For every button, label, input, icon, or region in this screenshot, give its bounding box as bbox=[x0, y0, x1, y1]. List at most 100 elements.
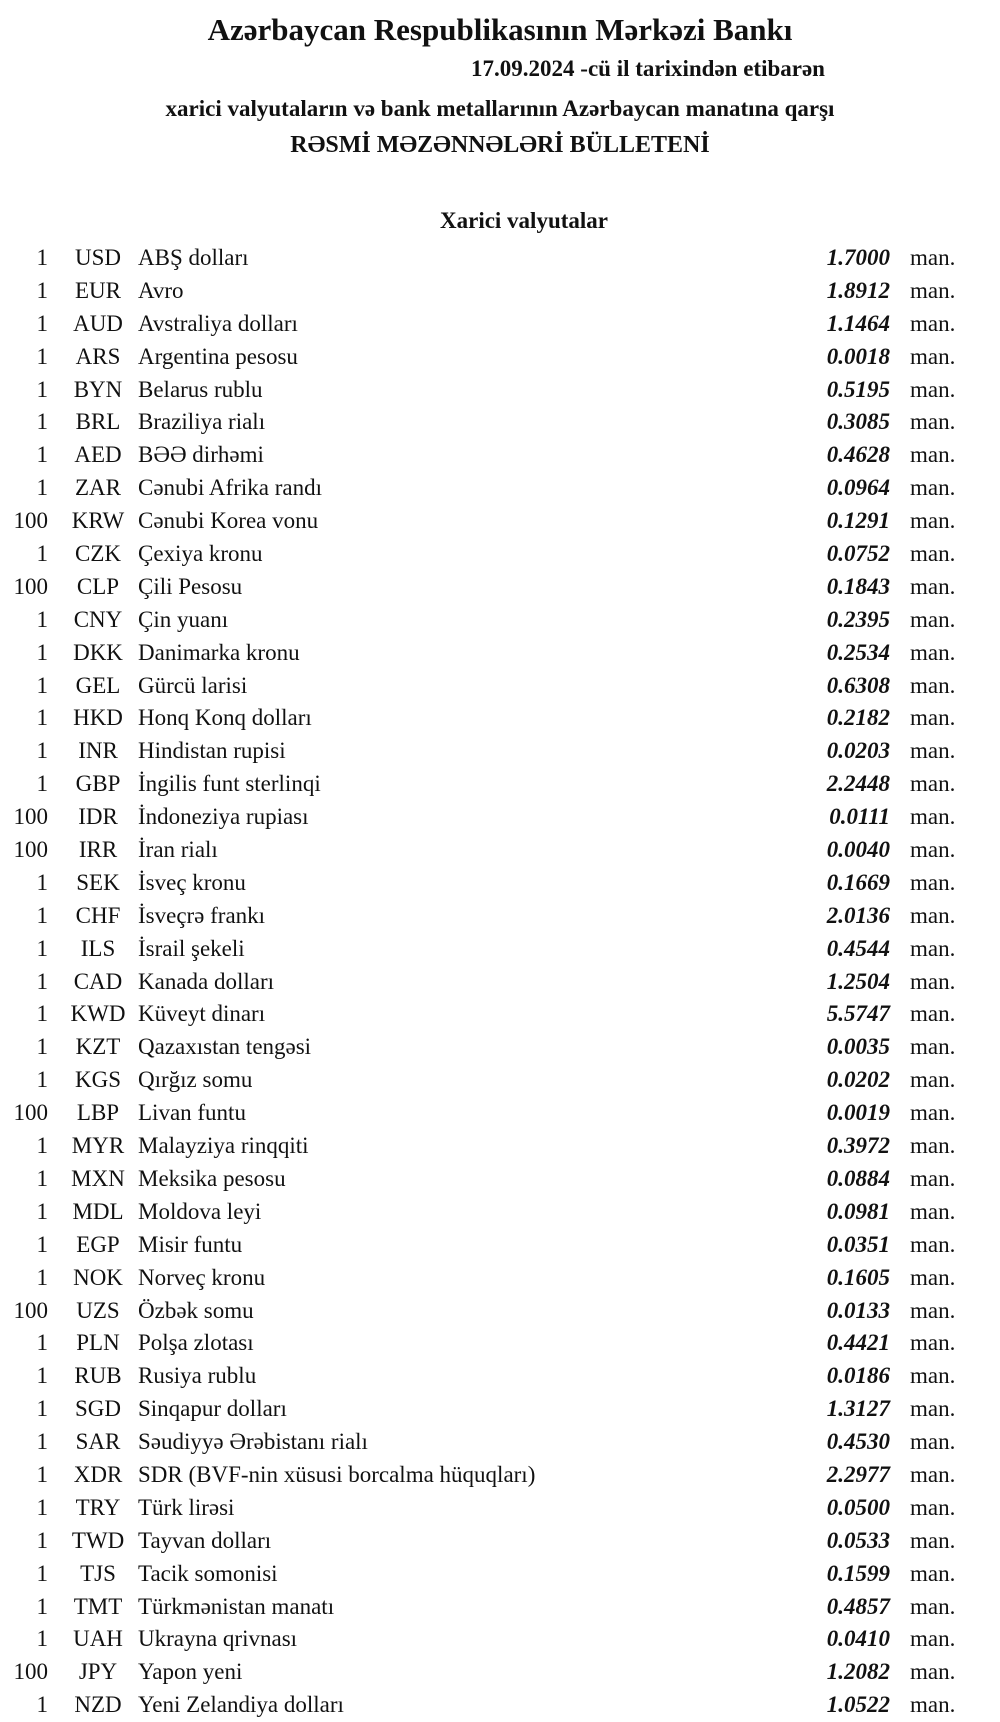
quantity: 100 bbox=[13, 508, 49, 534]
table-row: 1 CZK Çexiya kronu 0.0752 man. bbox=[0, 538, 1000, 571]
unit-label: man. bbox=[910, 1001, 956, 1027]
quantity: 1 bbox=[36, 1001, 49, 1027]
table-row: 1 NOK Norveç kronu 0.1605 man. bbox=[0, 1262, 1000, 1295]
table-row: 1 KWD Küveyt dinarı 5.5747 man. bbox=[0, 998, 1000, 1031]
rate-value: 0.3085 bbox=[826, 409, 890, 435]
currency-code: SEK bbox=[76, 869, 120, 895]
currency-name: Polşa zlotası bbox=[138, 1330, 254, 1356]
currency-name: Ukrayna qrivnası bbox=[138, 1626, 298, 1652]
rate-value: 0.0410 bbox=[826, 1626, 890, 1652]
bank-title: Azərbaycan Respublikasının Mərkəzi Bankı bbox=[207, 12, 793, 47]
quantity: 1 bbox=[36, 606, 49, 632]
currency-code: ZAR bbox=[75, 475, 121, 501]
currency-name: Yeni Zelandiya dolları bbox=[138, 1692, 344, 1718]
table-row: 1 TMT Türkmənistan manatı 0.4857 man. bbox=[0, 1591, 1000, 1624]
currency-name: Avro bbox=[138, 277, 184, 303]
table-row: 1 PLN Polşa zlotası 0.4421 man. bbox=[0, 1327, 1000, 1360]
quantity: 1 bbox=[36, 705, 49, 731]
table-row: 100 JPY Yapon yeni 1.2082 man. bbox=[0, 1656, 1000, 1689]
quantity: 1 bbox=[36, 1593, 49, 1619]
currency-name: Norveç kronu bbox=[138, 1264, 266, 1290]
table-row: 1 INR Hindistan rupisi 0.0203 man. bbox=[0, 735, 1000, 768]
currency-code: KGS bbox=[74, 1067, 121, 1093]
currency-code: AED bbox=[74, 442, 122, 468]
table-row: 1 NZD Yeni Zelandiya dolları 1.0522 man. bbox=[0, 1689, 1000, 1722]
table-row: 100 IDR İndoneziya rupiası 0.0111 man. bbox=[0, 801, 1000, 834]
quantity: 1 bbox=[36, 869, 49, 895]
rate-value: 2.0136 bbox=[826, 902, 890, 928]
rates-table: 1 USD ABŞ dolları 1.7000 man. 1 EUR Avro 1.8912 m… bbox=[0, 242, 1000, 1722]
quantity: 1 bbox=[36, 541, 49, 567]
table-row: 1 DKK Danimarka kronu 0.2534 man. bbox=[0, 637, 1000, 670]
rate-value: 1.1464 bbox=[826, 310, 890, 336]
currency-name: Qırğız somu bbox=[138, 1067, 253, 1093]
currency-name: Türkmənistan manatı bbox=[138, 1593, 335, 1619]
currency-name: İndoneziya rupiası bbox=[138, 804, 309, 830]
currency-name: Livan funtu bbox=[138, 1100, 246, 1126]
table-row: 100 KRW Cənubi Korea vonu 0.1291 man. bbox=[0, 505, 1000, 538]
currency-name: Honq Konq dolları bbox=[138, 705, 312, 731]
table-row: 100 LBP Livan funtu 0.0019 man. bbox=[0, 1097, 1000, 1130]
table-row: 1 RUB Rusiya rublu 0.0186 man. bbox=[0, 1360, 1000, 1393]
currency-name: Türk lirəsi bbox=[138, 1494, 235, 1520]
quantity: 1 bbox=[36, 1396, 49, 1422]
currency-name: İngilis funt sterlinqi bbox=[138, 771, 321, 797]
unit-label: man. bbox=[910, 310, 956, 336]
rate-value: 2.2977 bbox=[826, 1461, 890, 1487]
quantity: 1 bbox=[36, 1626, 49, 1652]
currency-code: SGD bbox=[74, 1396, 121, 1422]
table-row: 1 MDL Moldova leyi 0.0981 man. bbox=[0, 1196, 1000, 1229]
currency-code: SAR bbox=[75, 1429, 121, 1455]
rate-value: 0.0186 bbox=[826, 1363, 890, 1389]
currency-name: Kanada dolları bbox=[138, 968, 275, 994]
table-row: 1 XDR SDR (BVF-nin xüsusi borcalma hüquqla… bbox=[0, 1459, 1000, 1492]
currency-code: DKK bbox=[73, 639, 123, 665]
quantity: 1 bbox=[36, 968, 49, 994]
table-row: 1 KZT Qazaxıstan tengəsi 0.0035 man. bbox=[0, 1031, 1000, 1064]
quantity: 1 bbox=[36, 1363, 49, 1389]
currency-name: Cənubi Afrika randı bbox=[138, 475, 322, 501]
rate-value: 0.0202 bbox=[826, 1067, 890, 1093]
currency-name: SDR (BVF-nin xüsusi borcalma hüquqları) bbox=[138, 1461, 536, 1487]
unit-label: man. bbox=[910, 1100, 956, 1126]
quantity: 1 bbox=[36, 409, 49, 435]
quantity: 1 bbox=[36, 1527, 49, 1553]
currency-code: IDR bbox=[78, 804, 118, 830]
unit-label: man. bbox=[910, 1527, 956, 1553]
unit-label: man. bbox=[910, 1560, 956, 1586]
rate-value: 0.2395 bbox=[826, 606, 890, 632]
rate-value: 0.0035 bbox=[826, 1034, 890, 1060]
quantity: 100 bbox=[13, 1659, 49, 1685]
currency-name: Küveyt dinarı bbox=[138, 1001, 266, 1027]
rate-value: 0.0533 bbox=[826, 1527, 890, 1553]
currency-code: CNY bbox=[73, 606, 123, 632]
rate-value: 1.2082 bbox=[826, 1659, 890, 1685]
table-row: 1 ILS İsrail şekeli 0.4544 man. bbox=[0, 933, 1000, 966]
subtitle: xarici valyutaların və bank metallarının… bbox=[165, 96, 835, 121]
currency-name: Moldova leyi bbox=[138, 1198, 262, 1224]
currency-code: MDL bbox=[72, 1198, 124, 1224]
currency-name: Çili Pesosu bbox=[138, 573, 243, 599]
quantity: 100 bbox=[13, 1297, 49, 1323]
currency-name: Cənubi Korea vonu bbox=[138, 508, 319, 534]
currency-name: İran rialı bbox=[138, 837, 218, 863]
quantity: 100 bbox=[13, 837, 49, 863]
table-row: 1 TJS Tacik somonisi 0.1599 man. bbox=[0, 1558, 1000, 1591]
unit-label: man. bbox=[910, 475, 956, 501]
currency-name: Tayvan dolları bbox=[138, 1527, 272, 1553]
currency-name: Malayziya rinqqiti bbox=[138, 1133, 309, 1159]
rate-value: 0.0203 bbox=[826, 738, 890, 764]
unit-label: man. bbox=[910, 1067, 956, 1093]
unit-label: man. bbox=[910, 935, 956, 961]
quantity: 1 bbox=[36, 771, 49, 797]
quantity: 100 bbox=[13, 573, 49, 599]
unit-label: man. bbox=[910, 1429, 956, 1455]
rate-value: 0.0351 bbox=[826, 1231, 890, 1257]
table-row: 1 EGP Misir funtu 0.0351 man. bbox=[0, 1229, 1000, 1262]
unit-label: man. bbox=[910, 1593, 956, 1619]
unit-label: man. bbox=[910, 343, 956, 369]
unit-label: man. bbox=[910, 738, 956, 764]
unit-label: man. bbox=[910, 508, 956, 534]
currency-code: NOK bbox=[73, 1264, 123, 1290]
unit-label: man. bbox=[910, 1626, 956, 1652]
